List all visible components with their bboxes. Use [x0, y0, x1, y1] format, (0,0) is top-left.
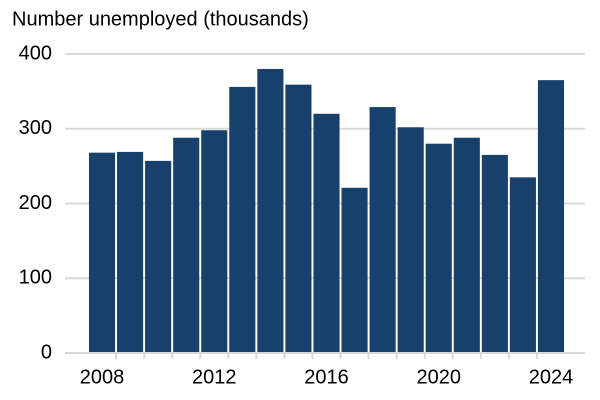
x-tick-label: 2012: [192, 366, 237, 388]
y-tick-label: 400: [19, 42, 52, 64]
bar: [537, 80, 565, 353]
bar: [341, 187, 368, 353]
bar: [173, 137, 200, 353]
bar: [509, 177, 536, 353]
bar: [257, 68, 284, 353]
bar: [397, 127, 424, 353]
bar: [201, 130, 228, 353]
chart-title: Number unemployed (thousands): [12, 8, 309, 30]
bar: [285, 84, 312, 354]
y-tick-label: 0: [41, 341, 52, 363]
bar: [313, 113, 340, 353]
bar: [481, 154, 508, 353]
x-tick-label: 2020: [416, 366, 461, 388]
x-tick-label: 2016: [304, 366, 349, 388]
y-tick-label: 100: [19, 267, 52, 289]
bar: [145, 160, 172, 353]
y-tick-label: 300: [19, 117, 52, 139]
bar: [117, 151, 144, 353]
bar: [369, 107, 396, 353]
bar: [453, 137, 480, 353]
x-tick-label: 2008: [80, 366, 125, 388]
x-tick-label: 2024: [529, 366, 574, 388]
bar: [229, 86, 256, 353]
y-tick-label: 200: [19, 192, 52, 214]
bar: [88, 152, 116, 353]
bar: [425, 143, 452, 353]
